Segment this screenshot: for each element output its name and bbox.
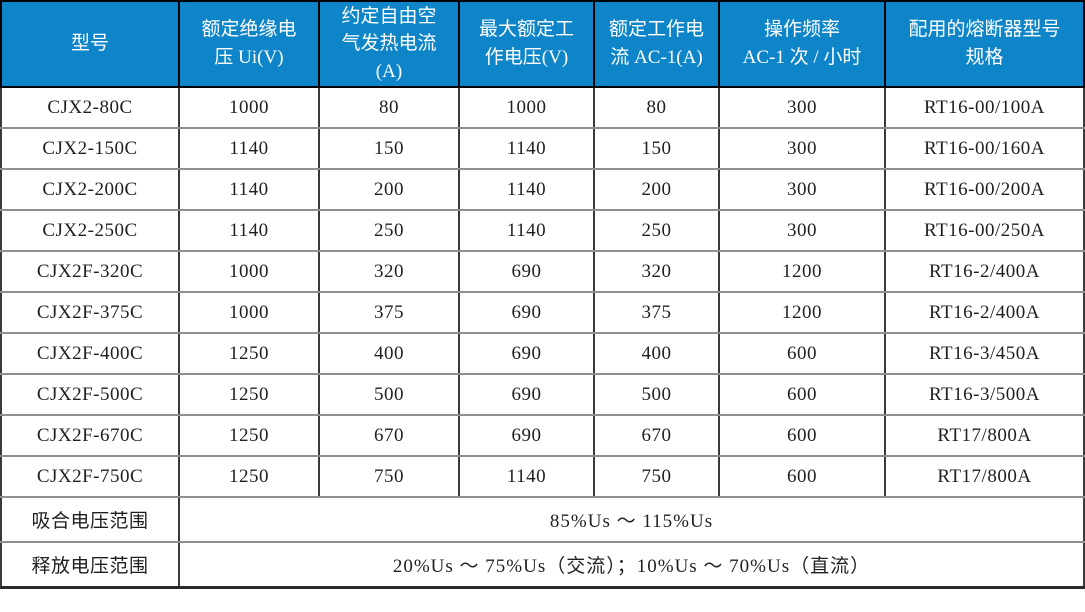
value-cell: 690 xyxy=(458,373,595,416)
value-cell: 1000 xyxy=(178,86,320,129)
value-cell: 500 xyxy=(318,373,460,416)
row-pickup-voltage-range: 吸合电压范围 85%Us ～ 115%Us xyxy=(0,496,1085,543)
value-cell: 80 xyxy=(318,86,460,129)
model-cell: CJX2F-375C xyxy=(0,291,180,334)
value-cell: 300 xyxy=(718,168,886,211)
value-cell: 300 xyxy=(718,209,886,252)
footer-label: 吸合电压范围 xyxy=(0,496,180,543)
value-cell: RT17/800A xyxy=(884,455,1085,498)
model-cell: CJX2-200C xyxy=(0,168,180,211)
value-cell: 600 xyxy=(718,455,886,498)
value-cell: 690 xyxy=(458,291,595,334)
table-row: CJX2F-320C 1000 320 690 320 1200 RT16-2/… xyxy=(0,250,1085,293)
value-cell: 1250 xyxy=(178,455,320,498)
table-row: CJX2F-400C 1250 400 690 400 600 RT16-3/4… xyxy=(0,332,1085,375)
value-cell: 750 xyxy=(593,455,720,498)
value-cell: 600 xyxy=(718,414,886,457)
value-cell: 1140 xyxy=(458,168,595,211)
value-cell: 320 xyxy=(318,250,460,293)
model-cell: CJX2-150C xyxy=(0,127,180,170)
value-cell: 80 xyxy=(593,86,720,129)
model-cell: CJX2F-400C xyxy=(0,332,180,375)
value-cell: 750 xyxy=(318,455,460,498)
value-cell: 400 xyxy=(593,332,720,375)
value-cell: 670 xyxy=(318,414,460,457)
value-cell: 670 xyxy=(593,414,720,457)
value-cell: 150 xyxy=(318,127,460,170)
model-cell: CJX2F-750C xyxy=(0,455,180,498)
value-cell: 320 xyxy=(593,250,720,293)
contactor-spec-table: 型号 额定绝缘电 压 Ui(V) 约定自由空 气发热电流 (A) 最大额定工 作… xyxy=(0,0,1085,589)
footer-value: 20%Us ～ 75%Us（交流）；10%Us ～ 70%Us（直流） xyxy=(178,541,1085,589)
value-cell: 1140 xyxy=(178,209,320,252)
value-cell: RT16-2/400A xyxy=(884,250,1085,293)
value-cell: 250 xyxy=(593,209,720,252)
footer-label: 释放电压范围 xyxy=(0,541,180,589)
col-header-model: 型号 xyxy=(0,0,180,88)
footer-value: 85%Us ～ 115%Us xyxy=(178,496,1085,543)
header-row: 型号 额定绝缘电 压 Ui(V) 约定自由空 气发热电流 (A) 最大额定工 作… xyxy=(0,0,1085,88)
value-cell: 1250 xyxy=(178,414,320,457)
value-cell: RT17/800A xyxy=(884,414,1085,457)
table-row: CJX2F-375C 1000 375 690 375 1200 RT16-2/… xyxy=(0,291,1085,334)
value-cell: 1140 xyxy=(178,127,320,170)
table-row: CJX2-150C 1140 150 1140 150 300 RT16-00/… xyxy=(0,127,1085,170)
table-row: CJX2F-670C 1250 670 690 670 600 RT17/800… xyxy=(0,414,1085,457)
value-cell: 1250 xyxy=(178,373,320,416)
col-header-max-working-voltage: 最大额定工 作电压(V) xyxy=(458,0,595,88)
value-cell: 1140 xyxy=(178,168,320,211)
row-release-voltage-range: 释放电压范围 20%Us ～ 75%Us（交流）；10%Us ～ 70%Us（直… xyxy=(0,541,1085,589)
model-cell: CJX2F-320C xyxy=(0,250,180,293)
model-cell: CJX2F-670C xyxy=(0,414,180,457)
value-cell: 1200 xyxy=(718,291,886,334)
col-header-thermal-current: 约定自由空 气发热电流 (A) xyxy=(318,0,460,88)
col-header-insulation-voltage: 额定绝缘电 压 Ui(V) xyxy=(178,0,320,88)
value-cell: 690 xyxy=(458,250,595,293)
model-cell: CJX2F-500C xyxy=(0,373,180,416)
value-cell: 200 xyxy=(593,168,720,211)
value-cell: 375 xyxy=(593,291,720,334)
table-row: CJX2F-500C 1250 500 690 500 600 RT16-3/5… xyxy=(0,373,1085,416)
table-row: CJX2-80C 1000 80 1000 80 300 RT16-00/100… xyxy=(0,86,1085,129)
value-cell: RT16-3/450A xyxy=(884,332,1085,375)
table-row: CJX2-200C 1140 200 1140 200 300 RT16-00/… xyxy=(0,168,1085,211)
value-cell: 1000 xyxy=(178,291,320,334)
col-header-working-current: 额定工作电 流 AC-1(A) xyxy=(593,0,720,88)
value-cell: 690 xyxy=(458,332,595,375)
col-header-fuse-spec: 配用的熔断器型号 规格 xyxy=(884,0,1085,88)
value-cell: 200 xyxy=(318,168,460,211)
value-cell: 1200 xyxy=(718,250,886,293)
value-cell: RT16-00/200A xyxy=(884,168,1085,211)
model-cell: CJX2-80C xyxy=(0,86,180,129)
value-cell: RT16-00/250A xyxy=(884,209,1085,252)
col-header-operating-frequency: 操作频率 AC-1 次 / 小时 xyxy=(718,0,886,88)
value-cell: 400 xyxy=(318,332,460,375)
value-cell: 1140 xyxy=(458,127,595,170)
model-cell: CJX2-250C xyxy=(0,209,180,252)
value-cell: 1000 xyxy=(458,86,595,129)
value-cell: 300 xyxy=(718,127,886,170)
value-cell: RT16-2/400A xyxy=(884,291,1085,334)
value-cell: 1140 xyxy=(458,209,595,252)
table-row: CJX2F-750C 1250 750 1140 750 600 RT17/80… xyxy=(0,455,1085,498)
value-cell: RT16-00/160A xyxy=(884,127,1085,170)
value-cell: 250 xyxy=(318,209,460,252)
value-cell: RT16-3/500A xyxy=(884,373,1085,416)
value-cell: 300 xyxy=(718,86,886,129)
value-cell: 1250 xyxy=(178,332,320,375)
value-cell: 150 xyxy=(593,127,720,170)
value-cell: 600 xyxy=(718,332,886,375)
table-header: 型号 额定绝缘电 压 Ui(V) 约定自由空 气发热电流 (A) 最大额定工 作… xyxy=(0,0,1085,88)
value-cell: 500 xyxy=(593,373,720,416)
value-cell: 375 xyxy=(318,291,460,334)
value-cell: 690 xyxy=(458,414,595,457)
value-cell: 1140 xyxy=(458,455,595,498)
value-cell: 600 xyxy=(718,373,886,416)
table-row: CJX2-250C 1140 250 1140 250 300 RT16-00/… xyxy=(0,209,1085,252)
table-body: CJX2-80C 1000 80 1000 80 300 RT16-00/100… xyxy=(0,86,1085,589)
value-cell: RT16-00/100A xyxy=(884,86,1085,129)
value-cell: 1000 xyxy=(178,250,320,293)
